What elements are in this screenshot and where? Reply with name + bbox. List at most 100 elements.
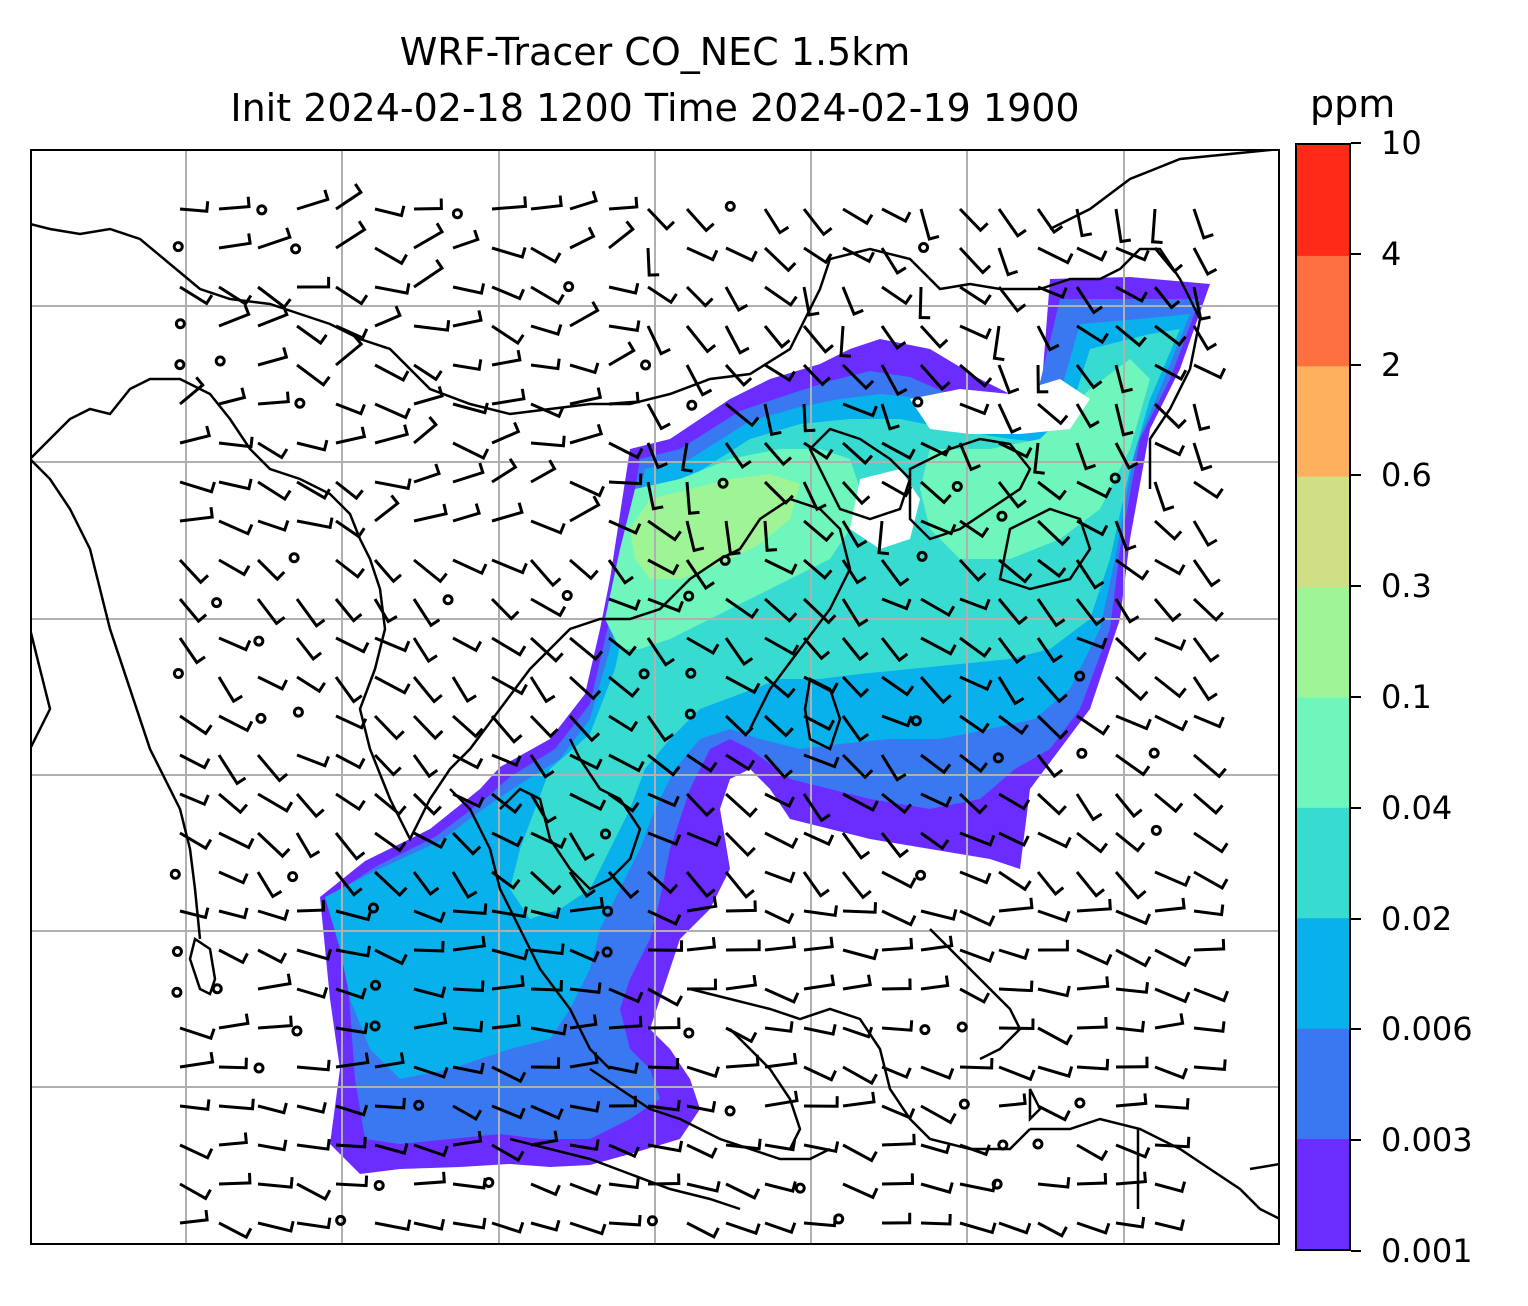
wind-barb (646, 870, 679, 895)
wind-barb (764, 675, 796, 699)
map-border (30, 149, 1280, 1245)
wind-barb (296, 324, 328, 346)
wind-barb (608, 220, 635, 250)
wind-barb (959, 285, 992, 306)
wind-barb (802, 871, 830, 898)
wind-barb (841, 715, 870, 743)
colorbar-segment (1297, 145, 1349, 256)
wind-barb (491, 196, 528, 211)
wind-barb (257, 1220, 295, 1233)
colorbar-tick-label: 4 (1381, 234, 1402, 273)
wind-barb (1150, 208, 1163, 244)
wind-barb (569, 558, 599, 581)
wind-barb (257, 973, 292, 991)
wind-barb (217, 676, 243, 704)
calm-marker (211, 983, 223, 995)
wind-barb (1037, 1026, 1073, 1046)
wind-barb (257, 347, 289, 367)
coastlines (30, 149, 1280, 1221)
wind-barb (1114, 636, 1147, 663)
wind-barb (1115, 324, 1147, 348)
wind-barb (959, 402, 990, 416)
wind-barb (841, 559, 867, 585)
wind-barb (569, 636, 604, 662)
wind-barb (530, 285, 565, 306)
wind-barb (1037, 246, 1074, 265)
wind-barb (842, 902, 877, 914)
wind-barb (1154, 558, 1186, 576)
wind-barb (491, 421, 521, 445)
wind-barb (335, 987, 367, 1000)
wind-barb (1154, 897, 1186, 913)
colorbar-tick-label: 0.003 (1381, 1121, 1473, 1160)
wind-barb (763, 520, 778, 552)
calm-marker (794, 1182, 806, 1194)
colorbar-segment (1297, 807, 1349, 919)
wind-barb (842, 1182, 879, 1200)
wind-barb (842, 246, 875, 264)
wind-barb (998, 1018, 1035, 1031)
wind-barb (335, 753, 366, 770)
wind-barb (959, 363, 993, 388)
wind-barb (608, 282, 640, 295)
wind-barb (413, 416, 439, 445)
wind-barb (608, 1015, 643, 1030)
wind-barb (452, 1020, 484, 1033)
wind-barb (491, 1221, 525, 1234)
wind-barb (491, 1143, 525, 1163)
wind-barb (530, 1219, 561, 1232)
wind-barb (334, 598, 363, 623)
colorbar-segment (1297, 255, 1349, 367)
wind-barb (296, 439, 329, 452)
wind-barb (1114, 403, 1134, 437)
wind-barb (490, 715, 523, 744)
wind-barb (764, 909, 795, 925)
wind-barb (880, 754, 907, 782)
wind-barb (725, 1026, 758, 1044)
colorbar-segment (1297, 1138, 1349, 1249)
wind-barb (686, 753, 718, 773)
wind-barb (680, 442, 693, 473)
wind-barb (335, 1175, 369, 1188)
wind-barb (685, 520, 705, 553)
wind-barb (530, 1023, 568, 1036)
wind-barb (452, 1130, 483, 1147)
wind-barb (998, 441, 1033, 459)
wind-barb (413, 831, 447, 850)
wind-barb (842, 792, 879, 813)
wind-barb (608, 1143, 640, 1159)
wind-barb (412, 714, 444, 741)
wind-barb (452, 636, 483, 653)
calm-marker (171, 986, 183, 998)
wind-barb (881, 792, 912, 815)
wind-barb (452, 935, 486, 952)
calm-marker (918, 242, 930, 254)
wind-barb (413, 986, 447, 999)
wind-barb (959, 909, 996, 927)
wind-barb (880, 559, 910, 587)
wind-barb (491, 502, 524, 523)
calm-marker (172, 241, 184, 253)
wind-barb (218, 1172, 252, 1186)
calm-marker (561, 590, 573, 602)
wind-barb (959, 1057, 994, 1070)
wind-barb (763, 442, 792, 467)
wind-barb (257, 227, 292, 250)
wind-barb (296, 1059, 331, 1072)
wind-barb (452, 462, 485, 484)
wind-barb (1076, 1143, 1109, 1162)
wind-barb (569, 1014, 598, 1030)
wind-barb (1075, 598, 1106, 627)
wind-barb (491, 1065, 527, 1084)
wind-barb (647, 1173, 681, 1186)
calm-marker (683, 1027, 695, 1039)
wind-barb (647, 753, 681, 777)
colorbar-tick (1351, 1139, 1361, 1142)
wind-barb (218, 436, 254, 449)
calm-marker (253, 635, 265, 647)
wind-barb (764, 870, 796, 884)
calm-marker (1074, 670, 1086, 682)
wind-barb (530, 907, 561, 920)
wind-barb (1076, 1221, 1111, 1235)
wind-barb (763, 714, 794, 738)
